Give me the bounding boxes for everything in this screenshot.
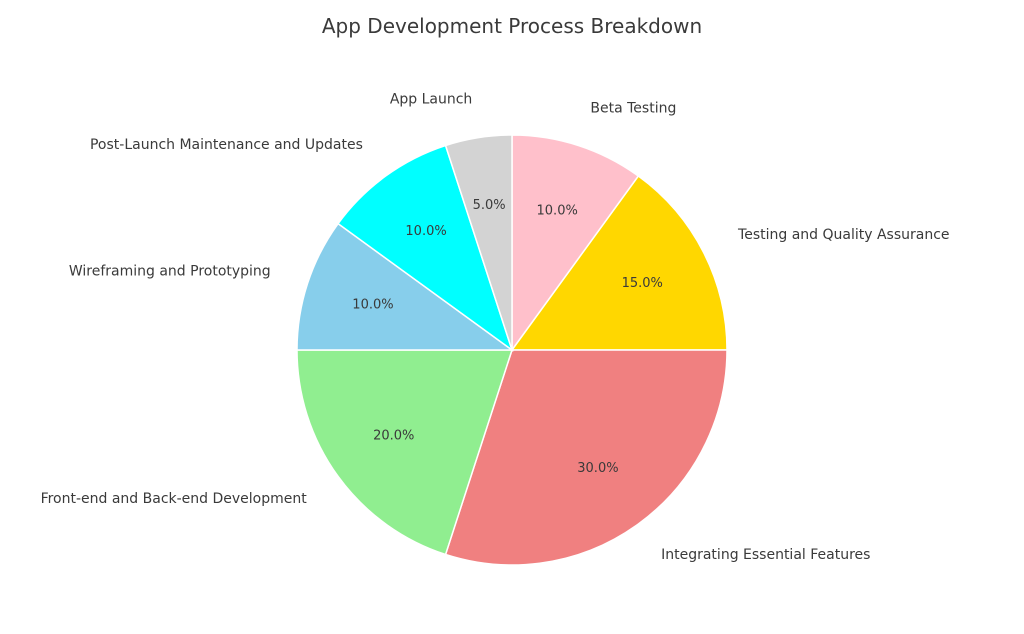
slice-percentage: 20.0% (373, 428, 414, 443)
slice-label: Post-Launch Maintenance and Updates (90, 137, 363, 153)
pie-chart: 10.0% Beta Testing 15.0% Testing and Qualit… (0, 0, 1024, 634)
slice-percentage: 10.0% (352, 297, 393, 312)
slice-percentage: 30.0% (577, 461, 618, 476)
slice-label: Testing and Quality Assurance (737, 227, 950, 243)
slice-label: Wireframing and Prototyping (69, 264, 271, 280)
slice-label: App Launch (390, 91, 473, 107)
slice-label: Beta Testing (590, 101, 676, 117)
slice-percentage: 10.0% (537, 203, 578, 218)
slice-label: Integrating Essential Features (661, 547, 870, 563)
slice-percentage: 10.0% (405, 224, 446, 239)
slice-percentage: 15.0% (622, 276, 663, 291)
slice-label: Front-end and Back-end Development (41, 491, 308, 507)
chart-container: App Development Process Breakdown 10.0%B… (0, 0, 1024, 634)
slice-percentage: 5.0% (473, 198, 506, 213)
